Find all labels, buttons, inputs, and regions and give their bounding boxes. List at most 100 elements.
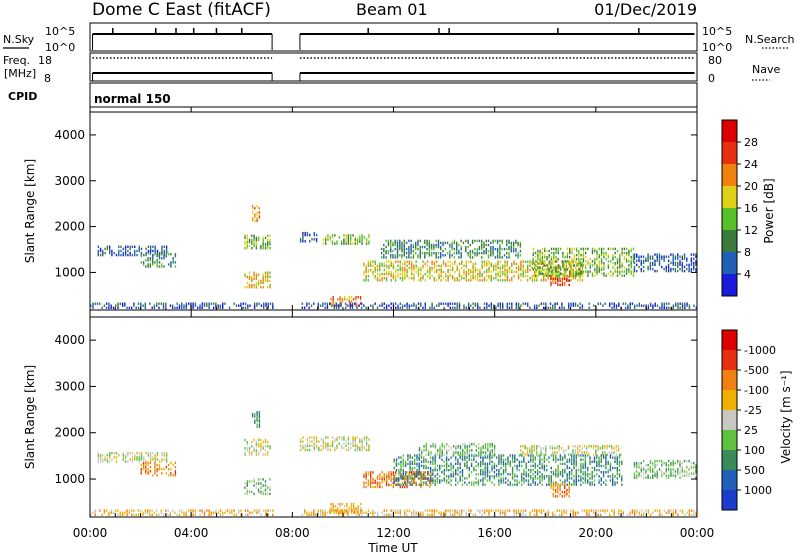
data-cell <box>656 472 658 475</box>
data-cell <box>571 468 573 472</box>
data-cell <box>456 268 458 272</box>
data-cell <box>441 445 443 448</box>
data-cell <box>158 302 160 305</box>
ytick-label: 4000 <box>54 128 85 142</box>
data-cell <box>458 513 461 516</box>
data-cell <box>488 270 490 274</box>
data-cell <box>403 247 405 251</box>
data-cell <box>256 415 258 418</box>
data-cell <box>677 306 679 309</box>
data-cell <box>568 475 571 478</box>
data-cell <box>108 511 110 514</box>
data-cell <box>430 451 432 454</box>
data-cell <box>656 259 658 262</box>
data-cell <box>419 250 421 253</box>
data-cell <box>586 447 588 450</box>
data-cell <box>531 447 533 450</box>
data-cell <box>515 247 517 251</box>
data-cell <box>367 260 370 263</box>
data-cell <box>492 264 495 267</box>
data-cell <box>650 302 652 305</box>
data-cell <box>468 475 470 478</box>
data-cell <box>449 264 451 267</box>
data-cell <box>625 251 628 255</box>
data-cell <box>492 306 495 309</box>
colorbar-tick-label: -1000 <box>744 344 776 357</box>
data-cell <box>509 454 511 457</box>
data-cell <box>556 302 558 305</box>
data-cell <box>569 249 571 253</box>
data-cell <box>251 205 254 208</box>
data-cell <box>432 445 434 448</box>
data-cell <box>582 471 584 474</box>
data-cell <box>617 447 620 450</box>
data-cell <box>332 300 334 303</box>
data-cell <box>106 247 109 251</box>
data-cell <box>495 468 498 472</box>
data-cell <box>555 456 557 459</box>
data-cell <box>573 458 575 461</box>
data-cell <box>611 451 613 454</box>
data-cell <box>423 445 425 448</box>
data-cell <box>315 238 318 241</box>
data-cell <box>329 444 331 447</box>
data-cell <box>578 251 580 255</box>
data-cell <box>557 283 559 287</box>
data-cell <box>580 262 582 265</box>
data-cell <box>558 266 561 270</box>
data-cell <box>488 509 490 512</box>
data-cell <box>469 243 471 247</box>
data-cell <box>263 509 265 512</box>
data-cell <box>656 474 658 477</box>
data-cell <box>413 277 415 280</box>
data-cell <box>531 445 533 448</box>
data-cell <box>210 302 212 305</box>
data-cell <box>551 451 554 454</box>
data-cell <box>690 253 693 256</box>
data-cell <box>251 240 253 244</box>
data-cell <box>511 477 514 480</box>
data-cell <box>454 277 456 280</box>
data-cell <box>498 462 500 465</box>
data-cell <box>623 255 626 259</box>
data-cell <box>511 466 514 470</box>
data-cell <box>381 477 383 480</box>
data-cell <box>431 473 433 476</box>
data-cell <box>654 253 656 256</box>
data-cell <box>487 239 490 243</box>
data-cell <box>654 464 656 467</box>
data-cell <box>302 231 304 235</box>
data-cell <box>376 279 379 282</box>
data-cell <box>527 479 530 482</box>
data-cell <box>532 251 534 255</box>
data-cell <box>109 454 111 457</box>
data-cell <box>332 298 334 301</box>
data-cell <box>477 277 479 280</box>
data-cell <box>636 476 638 479</box>
data-cell <box>464 443 466 446</box>
data-cell <box>251 413 254 416</box>
data-cell <box>433 262 436 265</box>
data-cell <box>447 264 449 267</box>
data-cell <box>433 266 436 270</box>
data-cell <box>693 472 695 475</box>
data-cell <box>147 249 150 253</box>
data-cell <box>561 468 564 472</box>
data-cell <box>629 511 631 514</box>
data-cell <box>568 275 570 278</box>
data-cell <box>137 302 140 305</box>
data-cell <box>442 241 444 245</box>
data-cell <box>343 298 346 301</box>
data-cell <box>486 275 488 278</box>
data-cell <box>165 245 168 248</box>
data-cell <box>336 438 338 441</box>
data-cell <box>538 304 540 307</box>
data-cell <box>605 456 607 459</box>
data-cell <box>522 445 524 448</box>
data-cell <box>598 268 600 271</box>
data-cell <box>485 247 487 251</box>
data-cell <box>304 233 306 237</box>
data-cell <box>264 279 267 283</box>
data-cell <box>549 447 551 450</box>
data-cell <box>486 456 489 459</box>
